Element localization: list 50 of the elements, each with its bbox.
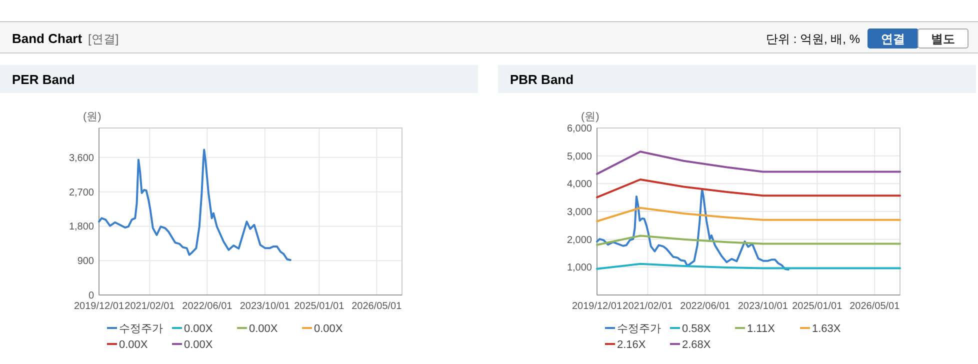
text: 별도 xyxy=(931,32,955,46)
y-tick-label: 2,700 xyxy=(68,187,94,198)
y-tick-label: 0 xyxy=(88,290,94,302)
y-tick-label: 6,000 xyxy=(566,124,592,134)
chart-title: PER Band xyxy=(12,72,75,87)
legend-label: 0.00X xyxy=(184,323,214,335)
x-tick-label: 2025/01/01 xyxy=(792,301,843,312)
y-axis-title: (원) xyxy=(581,111,600,123)
y-tick-label: 3,600 xyxy=(68,152,94,164)
x-tick-label: 2023/10/01 xyxy=(738,301,788,312)
text: 연결 xyxy=(881,32,905,46)
x-tick-label: 2026/05/01 xyxy=(352,301,402,312)
line-series xyxy=(98,148,292,262)
line-series xyxy=(596,150,901,175)
y-tick-label: 5,000 xyxy=(566,151,592,162)
line-series xyxy=(596,178,901,198)
legend-label: 1.63X xyxy=(812,323,842,335)
legend-label: 0.00X xyxy=(314,323,344,335)
x-tick-label: 2019/12/01 xyxy=(572,301,622,312)
legend-label: 2.68X xyxy=(682,339,712,351)
legend-label: 수정주가 xyxy=(119,323,163,335)
x-tick-label: 2021/02/01 xyxy=(622,301,674,312)
y-tick-label: 1,000 xyxy=(566,262,592,274)
legend-label: 0.58X xyxy=(682,323,712,335)
legend-label: 수정주가 xyxy=(617,323,661,335)
x-tick-label: 2022/06/01 xyxy=(680,301,731,312)
legend-label: 1.11X xyxy=(747,323,776,335)
x-tick-label: 2022/06/01 xyxy=(182,301,233,312)
x-tick-label: 2025/01/01 xyxy=(294,301,345,312)
x-tick-label: 2019/12/01 xyxy=(74,301,124,312)
y-tick-label: 900 xyxy=(77,256,94,268)
y-axis-title: (원) xyxy=(83,111,102,123)
y-tick-label: 2,000 xyxy=(566,234,592,246)
text: 단위 : 억원, 배, % xyxy=(766,32,860,46)
text: [연결] xyxy=(88,32,119,46)
y-tick-label: 3,000 xyxy=(566,207,592,218)
line-series xyxy=(596,188,790,271)
chart-title: PBR Band xyxy=(510,72,574,87)
line-series xyxy=(596,206,901,222)
x-tick-label: 2026/05/01 xyxy=(850,301,900,312)
legend-label: 2.16X xyxy=(617,339,646,351)
legend-label: 0.00X xyxy=(184,339,214,351)
line-series xyxy=(596,234,901,246)
y-tick-label: 4,000 xyxy=(566,179,592,190)
text: Band Chart xyxy=(12,31,83,46)
legend-label: 0.00X xyxy=(249,323,278,335)
x-tick-label: 2021/02/01 xyxy=(124,301,176,312)
legend-label: 0.00X xyxy=(119,339,148,351)
x-tick-label: 2023/10/01 xyxy=(240,301,290,312)
y-tick-label: 1,800 xyxy=(68,222,94,233)
